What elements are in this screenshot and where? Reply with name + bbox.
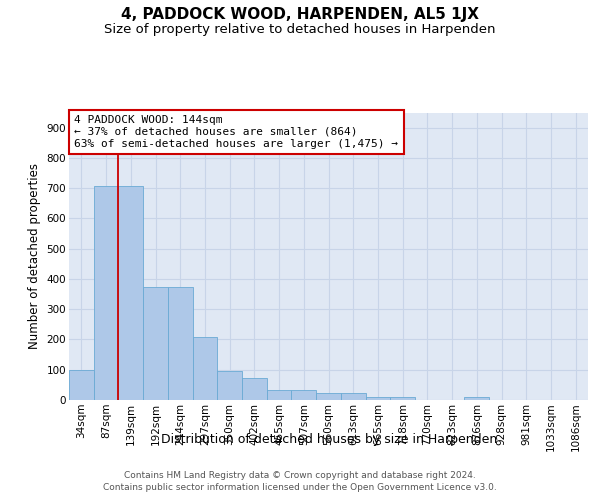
- Bar: [267, 390, 292, 400]
- Text: Contains HM Land Registry data © Crown copyright and database right 2024.: Contains HM Land Registry data © Crown c…: [124, 471, 476, 480]
- Text: Contains public sector information licensed under the Open Government Licence v3: Contains public sector information licen…: [103, 484, 497, 492]
- Bar: [390, 398, 415, 400]
- Bar: [217, 370, 242, 400]
- Bar: [365, 398, 390, 400]
- Bar: [94, 186, 118, 400]
- Y-axis label: Number of detached properties: Number of detached properties: [28, 163, 41, 350]
- Text: 4 PADDOCK WOOD: 144sqm
← 37% of detached houses are smaller (864)
63% of semi-de: 4 PADDOCK WOOD: 144sqm ← 37% of detached…: [74, 116, 398, 148]
- Bar: [341, 394, 365, 400]
- Bar: [69, 370, 94, 400]
- Bar: [193, 338, 217, 400]
- Bar: [118, 186, 143, 400]
- Bar: [292, 390, 316, 400]
- Bar: [168, 286, 193, 400]
- Bar: [242, 378, 267, 400]
- Bar: [143, 286, 168, 400]
- Text: 4, PADDOCK WOOD, HARPENDEN, AL5 1JX: 4, PADDOCK WOOD, HARPENDEN, AL5 1JX: [121, 8, 479, 22]
- Text: Size of property relative to detached houses in Harpenden: Size of property relative to detached ho…: [104, 22, 496, 36]
- Text: Distribution of detached houses by size in Harpenden: Distribution of detached houses by size …: [161, 432, 497, 446]
- Bar: [464, 398, 489, 400]
- Bar: [316, 394, 341, 400]
